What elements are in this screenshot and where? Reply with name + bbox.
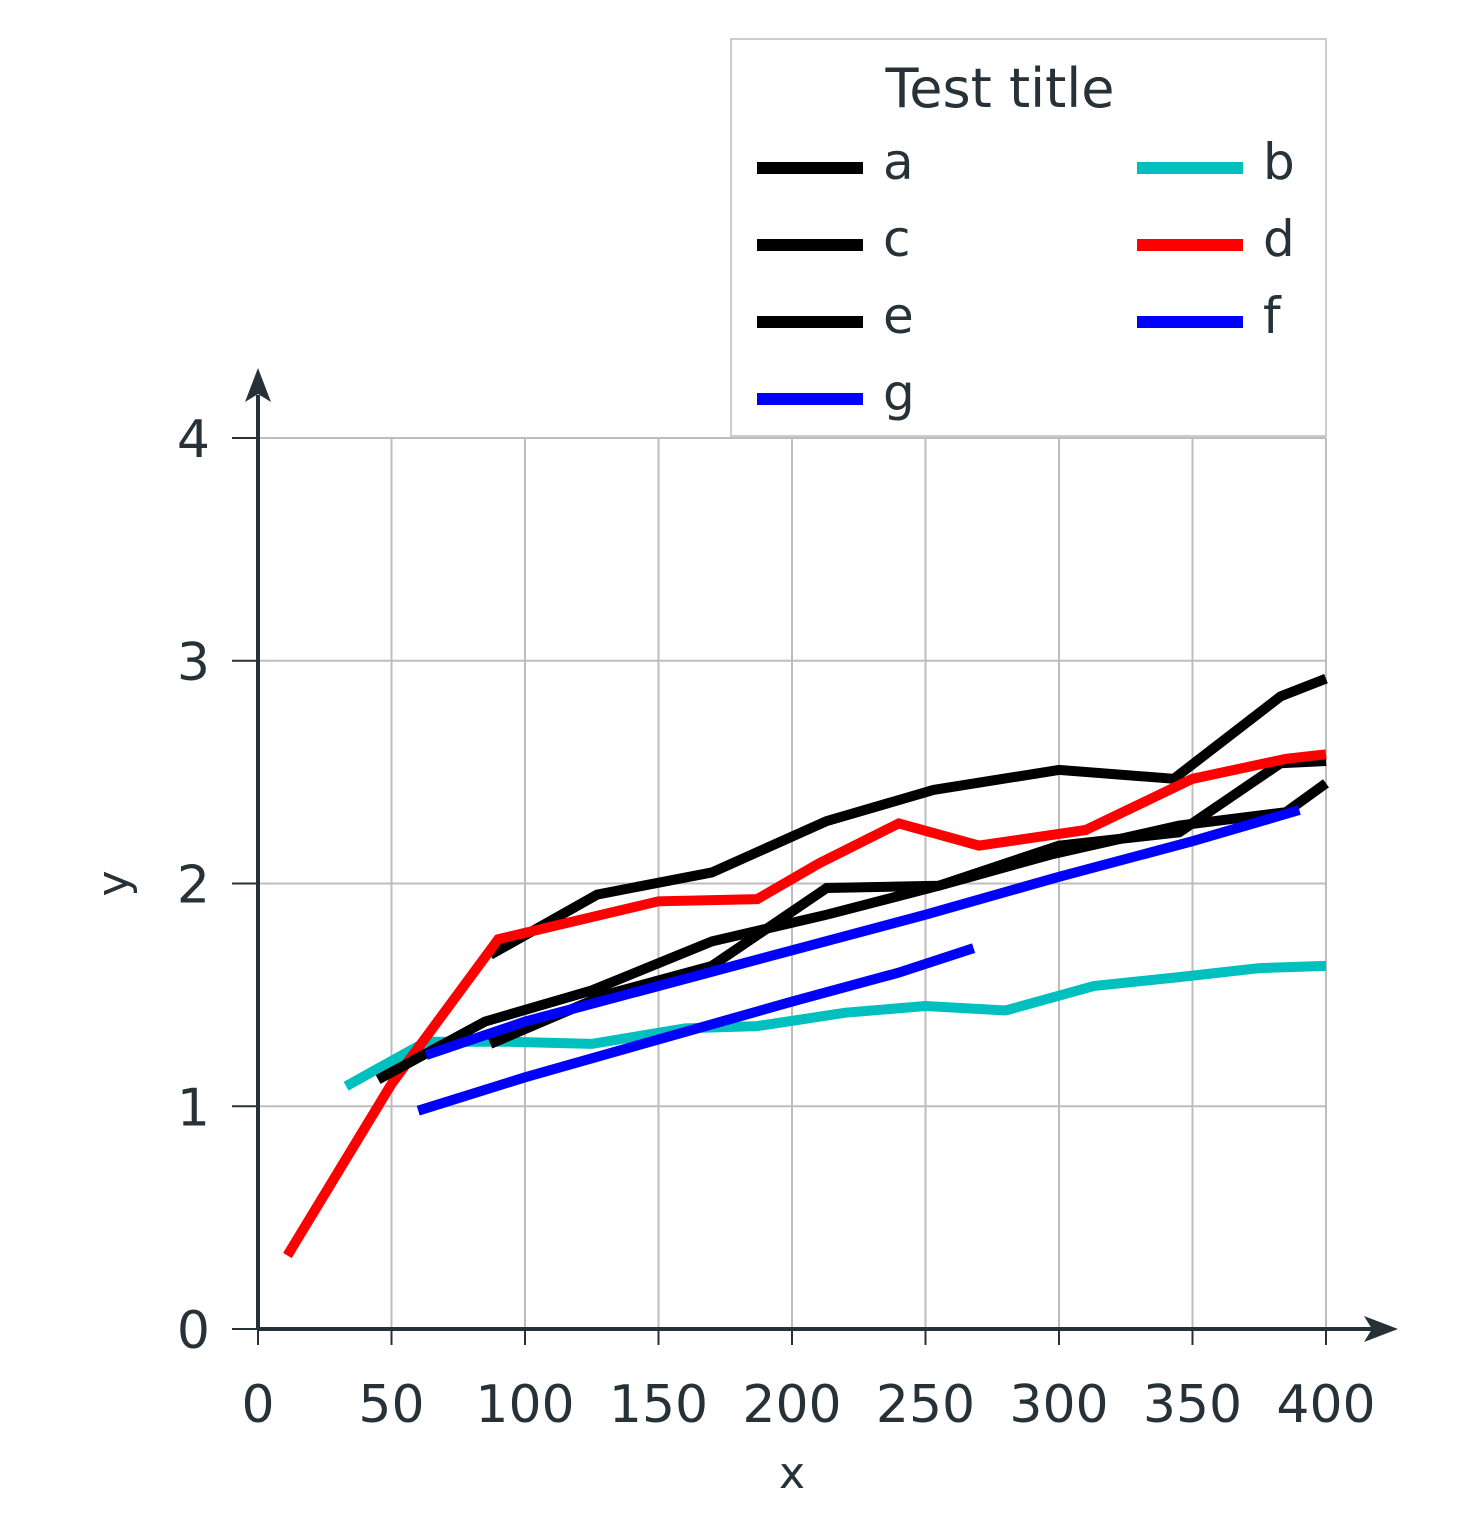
legend-label-f: f: [1263, 287, 1282, 345]
legend-label-e: e: [883, 287, 914, 345]
legend-label-a: a: [883, 133, 914, 191]
x-axis-arrow-icon: [1364, 1316, 1398, 1342]
x-tick-label: 350: [1143, 1375, 1242, 1435]
series-line-e: [375, 779, 1329, 1084]
y-tick-label: 1: [177, 1078, 210, 1138]
x-tick-label: 250: [876, 1375, 975, 1435]
axes: [245, 368, 1398, 1342]
y-tick-label: 0: [177, 1301, 210, 1361]
y-axis-arrow-icon: [245, 368, 271, 402]
legend: Test title a b c d e f g: [730, 38, 1327, 437]
x-tick-label: 400: [1276, 1375, 1375, 1435]
legend-label-b: b: [1263, 133, 1295, 191]
legend-label-d: d: [1263, 210, 1295, 268]
legend-box: [730, 38, 1327, 437]
y-tick-label: 3: [177, 633, 210, 693]
x-axis-label: x: [779, 1448, 805, 1499]
legend-label-c: c: [883, 210, 911, 268]
y-axis-label: y: [88, 870, 139, 896]
x-tick-label: 200: [742, 1375, 841, 1435]
x-tick-label: 150: [609, 1375, 708, 1435]
series-line-f: [424, 805, 1301, 1060]
tick-labels: 0 50 100 150 200 250 300 350 400 0 1 2 3 4: [177, 410, 1376, 1435]
series-line-d: [283, 749, 1327, 1259]
y-tick-label: 2: [177, 856, 210, 916]
series-line-g: [416, 943, 976, 1116]
legend-title: Test title: [884, 57, 1114, 120]
y-tick-label: 4: [177, 410, 210, 470]
x-tick-label: 300: [1009, 1375, 1108, 1435]
x-tick-label: 50: [358, 1375, 424, 1435]
legend-items: a b c d e f g: [757, 133, 1295, 422]
legend-label-g: g: [883, 364, 915, 422]
series-line-b: [343, 960, 1327, 1091]
x-tick-label: 0: [241, 1375, 274, 1435]
series-lines: [283, 673, 1329, 1259]
x-tick-label: 100: [475, 1375, 574, 1435]
series-line-a: [487, 673, 1328, 960]
